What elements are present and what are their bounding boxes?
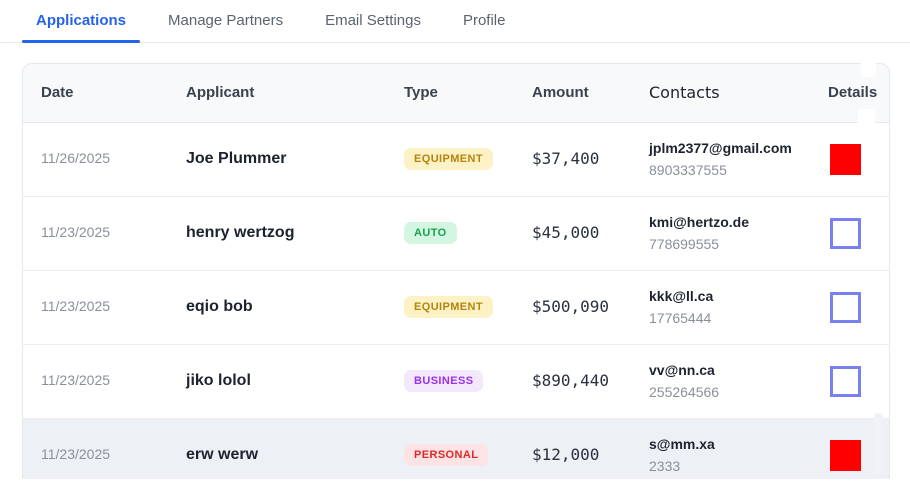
type-badge: PERSONAL [404,444,489,467]
contact-email: kkk@ll.ca [649,287,714,304]
table-header-row: Date Applicant Type Amount Contacts Deta… [23,64,889,123]
applicant-name: jiko lolol [186,372,251,389]
type-badge: EQUIPMENT [404,296,493,318]
type-badge: AUTO [404,222,457,244]
contact-phone: 17765444 [649,309,712,326]
header-type: Type [404,64,532,123]
contact-email: vv@nn.ca [649,361,715,378]
contact-phone: 8903337555 [649,161,727,178]
table-row: 11/23/2025 jiko lolol BUSINESS $890,440 … [23,343,889,418]
application-date: 11/23/2025 [41,224,111,240]
applicant-name: eqio bob [186,298,253,315]
details-button[interactable] [830,291,861,323]
loan-amount: $12,000 [532,445,600,465]
type-badge: EQUIPMENT [404,148,493,170]
table-row: 11/23/2025 eqio bob EQUIPMENT $500,090 k… [23,269,889,344]
table-row: 11/26/2025 Joe Plummer EQUIPMENT $37,400… [23,122,889,196]
loan-amount: $500,090 [532,297,610,316]
applicant-name: henry wertzog [186,224,295,241]
application-date: 11/23/2025 [41,298,111,314]
application-date: 11/23/2025 [41,372,111,388]
table-row: 11/23/2025 erw werw PERSONAL $12,000 s@m… [23,417,889,485]
details-button[interactable] [830,143,861,175]
applications-table: Date Applicant Type Amount Contacts Deta… [23,64,889,485]
loan-amount: $890,440 [532,371,610,390]
tab-manage-partners[interactable]: Manage Partners [168,12,284,29]
bottom-cutoff-strip [0,479,910,486]
tab-bar: Applications Manage Partners Email Setti… [0,0,910,43]
loan-amount: $45,000 [532,223,600,242]
contact-email: jplm2377@gmail.com [649,139,792,156]
tab-email-settings[interactable]: Email Settings [325,12,421,29]
header-applicant: Applicant [186,64,404,123]
loan-amount: $37,400 [532,149,600,168]
contact-email: s@mm.xa [649,435,715,452]
details-button[interactable] [830,365,861,397]
table-row: 11/23/2025 henry wertzog AUTO $45,000 km… [23,195,889,270]
details-button[interactable] [830,439,861,471]
applications-table-card: Date Applicant Type Amount Contacts Deta… [22,63,890,486]
header-contacts: Contacts [649,64,828,123]
tab-applications[interactable]: Applications [22,2,141,43]
scrollbar-thumb[interactable] [874,413,883,475]
details-button[interactable] [830,217,861,249]
tab-profile[interactable]: Profile [462,12,506,29]
application-date: 11/23/2025 [41,446,111,463]
header-details: Details [828,64,889,123]
type-badge: BUSINESS [404,370,484,392]
contact-phone: 255264566 [649,383,720,400]
applicant-name: Joe Plummer [186,150,287,167]
header-date: Date [23,64,186,123]
applicant-name: erw werw [186,446,259,464]
application-date: 11/26/2025 [41,150,111,166]
contact-phone: 778699555 [649,235,720,252]
contact-email: kmi@hertzo.de [649,213,750,230]
header-amount: Amount [532,64,649,123]
contact-phone: 2333 [649,457,681,474]
